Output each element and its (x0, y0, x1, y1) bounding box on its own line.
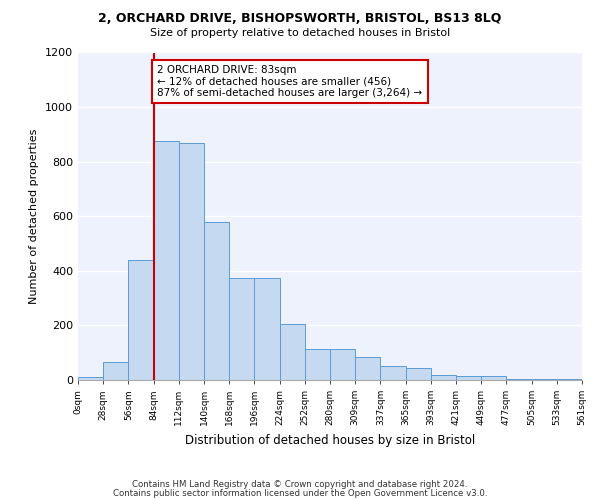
Bar (280, 324, 305, 380)
Bar (355, 357, 380, 380)
Text: Contains HM Land Registry data © Crown copyright and database right 2024.: Contains HM Land Registry data © Crown c… (132, 480, 468, 489)
Bar (506, 378, 532, 380)
Bar (406, 368, 431, 380)
Bar (431, 374, 456, 380)
Bar (557, 378, 582, 380)
Text: 2 ORCHARD DRIVE: 83sqm
← 12% of detached houses are smaller (456)
87% of semi-de: 2 ORCHARD DRIVE: 83sqm ← 12% of detached… (157, 65, 422, 98)
Bar (229, 278, 254, 380)
X-axis label: Distribution of detached houses by size in Bristol: Distribution of detached houses by size … (185, 434, 475, 446)
Bar (128, 260, 154, 380)
Bar (330, 348, 355, 380)
Bar (532, 378, 557, 380)
Bar (103, 362, 128, 380)
Text: Contains public sector information licensed under the Open Government Licence v3: Contains public sector information licen… (113, 490, 487, 498)
Bar (481, 376, 506, 380)
Bar (179, 142, 204, 380)
Bar (456, 376, 481, 380)
Bar (380, 366, 406, 380)
Y-axis label: Number of detached properties: Number of detached properties (29, 128, 40, 304)
Text: 2, ORCHARD DRIVE, BISHOPSWORTH, BRISTOL, BS13 8LQ: 2, ORCHARD DRIVE, BISHOPSWORTH, BRISTOL,… (98, 12, 502, 26)
Bar (305, 348, 330, 380)
Bar (204, 222, 229, 380)
Bar (154, 141, 179, 380)
Bar (78, 376, 103, 380)
Bar (254, 278, 280, 380)
Text: Size of property relative to detached houses in Bristol: Size of property relative to detached ho… (150, 28, 450, 38)
